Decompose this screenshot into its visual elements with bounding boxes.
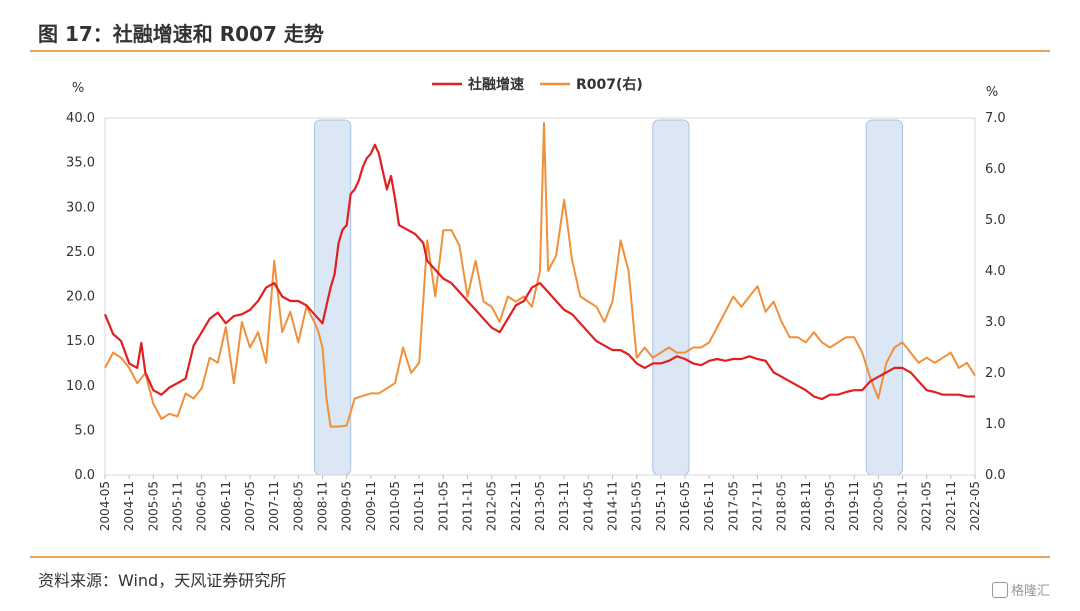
right-y-tick-label: 1.0: [985, 417, 1006, 432]
watermark-text: 格隆汇: [1010, 584, 1050, 599]
x-tick-label: 2018-05: [775, 481, 789, 531]
x-tick-label: 2022-05: [968, 481, 982, 531]
x-tick-label: 2008-05: [291, 481, 305, 531]
x-tick-label: 2008-11: [316, 481, 330, 531]
x-tick-label: 2017-11: [751, 481, 765, 531]
x-tick-label: 2015-11: [654, 481, 668, 531]
left-y-tick-label: 20.0: [66, 290, 95, 305]
left-y-tick-label: 35.0: [66, 156, 95, 171]
right-y-tick-label: 2.0: [985, 366, 1006, 381]
x-tick-label: 2010-11: [412, 481, 426, 531]
chart-legend: 社融增速 R007(右): [432, 76, 643, 93]
x-tick-label: 2011-11: [461, 481, 475, 531]
x-tick-label: 2019-11: [847, 481, 861, 531]
page-title: 图 17：社融增速和 R007 走势: [38, 22, 324, 46]
x-tick-label: 2015-05: [630, 481, 644, 531]
right-y-tick-label: 0.0: [985, 468, 1006, 483]
x-tick-label: 2009-11: [364, 481, 378, 531]
left-y-tick-label: 25.0: [66, 245, 95, 260]
x-tick-label: 2014-05: [581, 481, 595, 531]
x-tick-label: 2007-05: [243, 481, 257, 531]
x-tick-label: 2007-11: [267, 481, 281, 531]
left-y-tick-label: 30.0: [66, 200, 95, 215]
x-tick-label: 2006-05: [195, 481, 209, 531]
x-tick-label: 2009-05: [340, 481, 354, 531]
legend-label-1: 社融增速: [467, 76, 524, 93]
chart-lines: [103, 122, 976, 428]
left-y-tick-label: 10.0: [66, 379, 95, 394]
x-tick-label: 2012-11: [509, 481, 523, 531]
x-tick-label: 2020-11: [896, 481, 910, 531]
top-divider: [30, 50, 1050, 52]
right-y-tick-label: 6.0: [985, 162, 1006, 177]
right-y-tick-label: 3.0: [985, 315, 1006, 330]
watermark-logo-icon: [991, 581, 1008, 598]
left-y-tick-label: 15.0: [66, 334, 95, 349]
shaded-period-3: [865, 119, 903, 476]
shaded-period-1: [313, 119, 352, 476]
x-tick-label: 2013-05: [533, 481, 547, 531]
x-tick-label: 2017-05: [726, 481, 740, 531]
x-tick-label: 2013-11: [557, 481, 571, 531]
x-tick-label: 2011-05: [436, 481, 450, 531]
watermark: 格隆汇: [991, 580, 1050, 599]
source-note: 资料来源：Wind，天风证券研究所: [38, 571, 287, 590]
x-tick-label: 2005-11: [171, 481, 185, 531]
x-tick-label: 2020-05: [871, 481, 885, 531]
x-tick-label: 2019-05: [823, 481, 837, 531]
x-tick-label: 2018-11: [799, 481, 813, 531]
right-y-tick-label: 5.0: [985, 213, 1006, 228]
chart-axes: 0.0 5.0 10.0 15.0 20.0 25.0 30.0 35.0 40.0 0.0 1.0…: [66, 81, 1006, 531]
x-tick-label: 2004-05: [98, 481, 112, 531]
left-y-tick-label: 5.0: [74, 423, 95, 438]
series-line-1: [103, 143, 975, 401]
x-tick-label: 2012-05: [485, 481, 499, 531]
x-tick-label: 2014-11: [606, 481, 620, 531]
x-tick-label: 2010-05: [388, 481, 402, 531]
plot-frame: [104, 117, 976, 476]
legend-label-2: R007(右): [576, 76, 643, 93]
x-tick-label: 2006-11: [219, 481, 233, 531]
shaded-period-2: [652, 119, 690, 476]
x-tick-label: 2021-05: [920, 481, 934, 531]
bottom-divider: [30, 556, 1050, 558]
left-y-unit: %: [72, 81, 84, 96]
x-tick-label: 2004-11: [122, 481, 136, 531]
left-y-tick-label: 40.0: [66, 111, 95, 126]
right-y-unit: %: [986, 85, 998, 100]
series-line-2: [104, 122, 976, 428]
x-tick-label: 2005-05: [146, 481, 160, 531]
right-y-tick-label: 4.0: [985, 264, 1006, 279]
x-tick-label: 2021-11: [944, 481, 958, 531]
x-tick-label: 2016-05: [678, 481, 692, 531]
right-y-tick-label: 7.0: [985, 111, 1006, 126]
shaded-periods: [313, 119, 903, 476]
left-y-tick-label: 0.0: [74, 468, 95, 483]
x-tick-label: 2016-11: [702, 481, 716, 531]
dual-axis-line-chart: 0.0 5.0 10.0 15.0 20.0 25.0 30.0 35.0 40.0 0.0 1.0…: [66, 76, 1006, 531]
